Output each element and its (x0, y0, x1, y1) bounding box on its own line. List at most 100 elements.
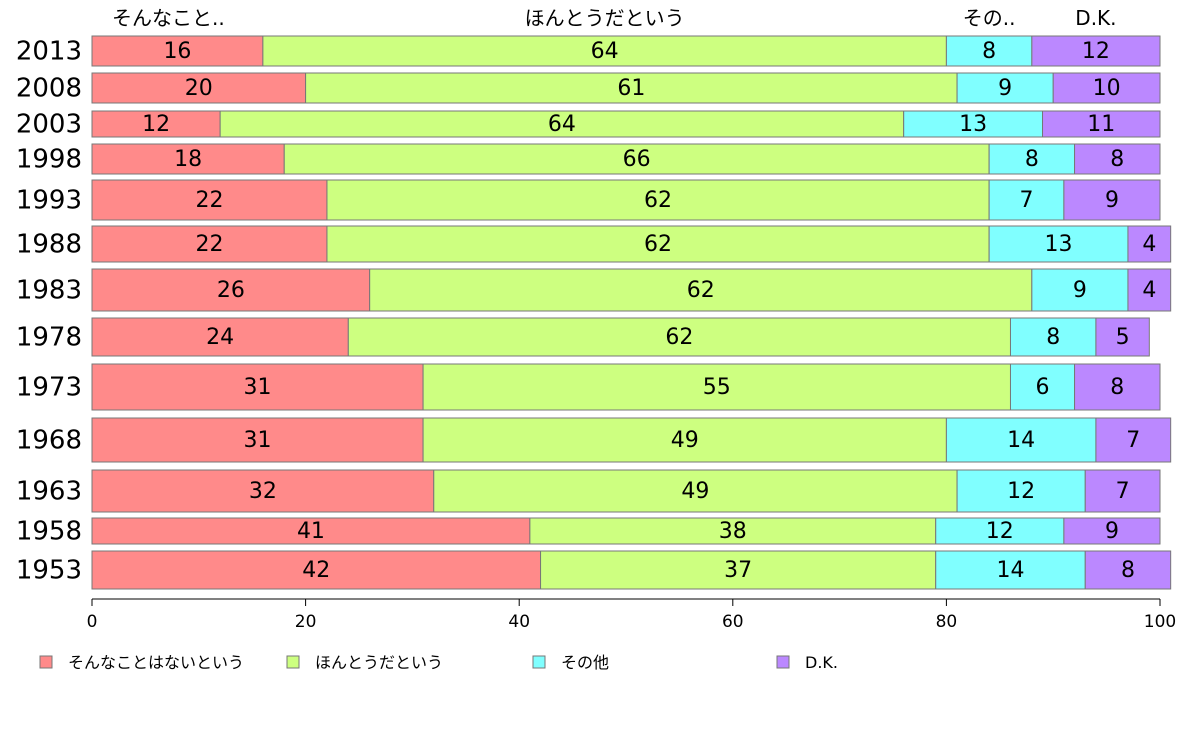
bar-1953-series-3 (1084, 550, 1172, 590)
year-label-1958: 1958 (16, 517, 82, 547)
value-label-1998-series-0: 18 (174, 147, 202, 172)
value-label-2003-series-2: 13 (959, 112, 987, 137)
value-label-2013-series-1: 64 (591, 39, 619, 64)
value-label-2008-series-0: 20 (185, 76, 213, 101)
value-label-1988-series-2: 13 (1045, 232, 1073, 257)
bar-1993-series-1 (326, 179, 990, 221)
bar-1958-series-2 (935, 517, 1065, 545)
value-label-1973-series-2: 6 (1036, 375, 1050, 400)
value-label-1953-series-1: 37 (724, 558, 752, 583)
bar-1958-series-0 (91, 517, 531, 545)
bar-2008-series-2 (956, 72, 1054, 104)
bar-1963-series-0 (91, 469, 435, 513)
bar-1958-series-3 (1063, 517, 1161, 545)
bar-1953-series-0 (91, 550, 542, 590)
value-label-1958-series-0: 41 (297, 519, 325, 544)
value-label-2003-series-3: 11 (1087, 112, 1115, 137)
bar-1968-series-0 (91, 417, 424, 463)
series-header-0: そんなこと.. (112, 6, 225, 30)
legend: そんなことはないという ほんとうだという その他 D.K. (39, 653, 838, 672)
year-label-1988: 1988 (16, 230, 82, 260)
value-label-1963-series-1: 49 (681, 479, 709, 504)
x-tick-label-100: 100 (1144, 612, 1176, 632)
value-label-1988-series-3: 4 (1142, 232, 1156, 257)
bar-1963-series-2 (956, 469, 1086, 513)
series-header-3: D.K. (1075, 6, 1116, 30)
bar-1983-series-3 (1127, 268, 1172, 312)
value-label-1953-series-0: 42 (302, 558, 330, 583)
legend-swatch-2 (532, 655, 546, 669)
value-label-1983-series-0: 26 (217, 278, 245, 303)
year-label-1963: 1963 (16, 477, 82, 507)
bar-1983-series-0 (91, 268, 371, 312)
value-label-1968-series-2: 14 (1007, 428, 1035, 453)
bar-1998-series-1 (283, 143, 990, 175)
series-header-1: ほんとうだという (525, 6, 685, 30)
legend-swatch-0 (39, 655, 53, 669)
value-label-1993-series-0: 22 (195, 188, 223, 213)
value-label-1978-series-2: 8 (1046, 325, 1060, 350)
x-tick-label-0: 0 (87, 612, 98, 632)
legend-label-3: D.K. (805, 653, 838, 672)
bar-2008-series-3 (1052, 72, 1161, 104)
year-label-1998: 1998 (16, 145, 82, 175)
year-label-2003: 2003 (16, 110, 82, 140)
value-label-1978-series-1: 62 (665, 325, 693, 350)
legend-swatch-1 (286, 655, 300, 669)
year-label-1968: 1968 (16, 426, 82, 456)
bar-1993-series-0 (91, 179, 328, 221)
bar-2013-series-0 (91, 35, 264, 67)
value-label-1993-series-1: 62 (644, 188, 672, 213)
bar-1968-series-3 (1095, 417, 1172, 463)
year-label-1973: 1973 (16, 373, 82, 403)
value-label-1953-series-2: 14 (996, 558, 1024, 583)
value-label-1993-series-2: 7 (1020, 188, 1034, 213)
series-headers: そんなこと.. ほんとうだという その.. D.K. (112, 6, 1117, 30)
bar-2008-series-0 (91, 72, 307, 104)
bar-1978-series-2 (1009, 317, 1097, 357)
bar-1968-series-2 (945, 417, 1097, 463)
bar-2013-series-2 (945, 35, 1033, 67)
value-label-2008-series-1: 61 (617, 76, 645, 101)
value-label-1968-series-1: 49 (671, 428, 699, 453)
bar-1993-series-2 (988, 179, 1065, 221)
value-label-1983-series-2: 9 (1073, 278, 1087, 303)
bar-1963-series-1 (433, 469, 958, 513)
value-label-1983-series-3: 4 (1142, 278, 1156, 303)
bar-2013-series-3 (1031, 35, 1161, 67)
legend-label-0: そんなことはないという (68, 653, 244, 672)
bar-1978-series-0 (91, 317, 349, 357)
value-label-1963-series-3: 7 (1116, 479, 1130, 504)
value-label-1988-series-1: 62 (644, 232, 672, 257)
bar-1973-series-3 (1074, 363, 1161, 411)
bar-1973-series-1 (422, 363, 1011, 411)
value-label-1978-series-3: 5 (1116, 325, 1130, 350)
bar-1988-series-2 (988, 225, 1129, 263)
bar-1988-series-3 (1127, 225, 1172, 263)
value-label-1993-series-3: 9 (1105, 188, 1119, 213)
legend-swatch-3 (776, 655, 790, 669)
bar-1993-series-3 (1063, 179, 1161, 221)
legend-label-1: ほんとうだという (315, 653, 443, 672)
bar-1988-series-1 (326, 225, 990, 263)
x-tick-label-60: 60 (722, 612, 744, 632)
value-label-1998-series-1: 66 (623, 147, 651, 172)
value-label-1988-series-0: 22 (195, 232, 223, 257)
legend-label-2: その他 (561, 653, 609, 672)
bar-2008-series-1 (305, 72, 958, 104)
bar-1953-series-2 (935, 550, 1086, 590)
year-label-2008: 2008 (16, 74, 82, 104)
value-label-2003-series-0: 12 (142, 112, 170, 137)
bar-1963-series-3 (1084, 469, 1161, 513)
bar-1958-series-1 (529, 517, 937, 545)
bar-2003-series-1 (219, 110, 905, 138)
value-label-1983-series-1: 62 (687, 278, 715, 303)
value-label-1958-series-1: 38 (719, 519, 747, 544)
value-label-2008-series-3: 10 (1093, 76, 1121, 101)
value-label-1953-series-3: 8 (1121, 558, 1135, 583)
bar-2003-series-3 (1042, 110, 1161, 138)
value-label-2013-series-3: 12 (1082, 39, 1110, 64)
value-label-1963-series-0: 32 (249, 479, 277, 504)
